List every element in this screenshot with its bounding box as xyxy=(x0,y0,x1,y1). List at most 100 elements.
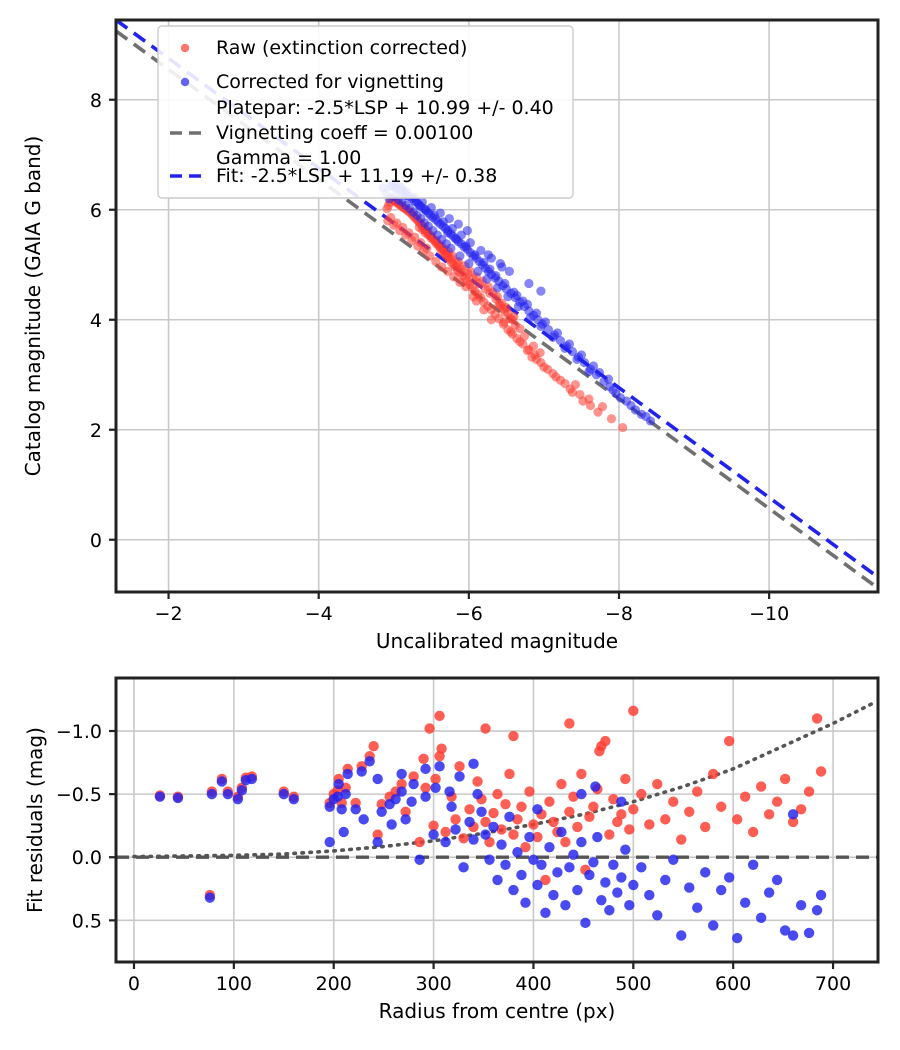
data-point xyxy=(382,204,392,214)
axes-fit-residuals: 0 100 200 300 400 500 600 700 0.5 0.0 −0.5 −1.0 Radi… xyxy=(23,676,880,1023)
data-point xyxy=(755,912,767,924)
data-point xyxy=(739,897,751,908)
data-point xyxy=(803,927,815,939)
data-point xyxy=(172,792,184,804)
data-point xyxy=(787,816,799,828)
data-point xyxy=(616,796,627,807)
data-point xyxy=(506,327,516,337)
data-point xyxy=(420,782,431,794)
data-point xyxy=(524,278,534,289)
data-point xyxy=(588,801,599,812)
data-point xyxy=(652,778,663,790)
data-point xyxy=(449,272,459,282)
data-point xyxy=(747,826,759,838)
data-point xyxy=(504,266,514,276)
legend-entry[interactable]: Raw (extinction corrected) xyxy=(180,37,468,59)
data-point xyxy=(576,768,587,780)
data-point xyxy=(612,887,623,898)
data-point xyxy=(426,202,436,213)
data-point xyxy=(454,761,465,772)
x-tick-label: −10 xyxy=(749,603,789,625)
data-point xyxy=(524,831,535,843)
data-point xyxy=(458,862,469,873)
data-point xyxy=(522,345,533,356)
data-point xyxy=(483,282,493,292)
data-point xyxy=(414,836,425,848)
data-point xyxy=(815,766,827,777)
data-point xyxy=(500,799,511,810)
data-point xyxy=(400,806,411,817)
data-point xyxy=(724,872,735,883)
data-point xyxy=(333,778,344,790)
data-point xyxy=(564,718,575,729)
data-point xyxy=(532,879,543,891)
data-point xyxy=(700,821,711,833)
data-point xyxy=(480,816,491,828)
data-point xyxy=(420,763,431,775)
data-point xyxy=(500,278,510,289)
data-point xyxy=(336,804,347,815)
data-point xyxy=(420,791,431,802)
data-point xyxy=(676,930,687,941)
data-point xyxy=(588,857,599,868)
data-point xyxy=(492,788,503,800)
data-point xyxy=(520,897,531,908)
data-point xyxy=(288,793,299,805)
data-point xyxy=(414,854,425,865)
data-point xyxy=(539,362,549,372)
data-point xyxy=(668,796,679,807)
data-point xyxy=(450,824,461,835)
line-vignetting-curve xyxy=(132,701,875,859)
data-point xyxy=(408,771,419,782)
data-point xyxy=(232,793,244,805)
data-point xyxy=(372,829,383,840)
data-point xyxy=(620,844,631,855)
data-point xyxy=(495,259,505,269)
data-point xyxy=(811,905,823,916)
data-point xyxy=(600,877,611,888)
data-point xyxy=(465,266,475,276)
data-point xyxy=(376,806,387,817)
data-point xyxy=(556,778,567,790)
data-point xyxy=(454,771,465,782)
data-point xyxy=(431,256,441,267)
data-point xyxy=(527,352,537,362)
data-point xyxy=(508,884,519,896)
data-point xyxy=(531,308,542,318)
data-point xyxy=(524,786,535,797)
data-point xyxy=(522,299,533,309)
data-point xyxy=(496,839,507,850)
data-point xyxy=(516,801,527,812)
data-point xyxy=(585,400,596,411)
legend-entry[interactable]: Platepar: -2.5*LSP + 10.99 +/- 0.40 Vigne… xyxy=(170,97,554,169)
data-point xyxy=(342,768,353,780)
data-point xyxy=(206,788,218,800)
data-point xyxy=(471,296,481,306)
data-point xyxy=(515,337,525,347)
data-point xyxy=(358,814,369,825)
data-point xyxy=(154,791,166,802)
data-point xyxy=(739,791,751,802)
data-point xyxy=(676,834,687,845)
data-point xyxy=(572,884,583,896)
data-point xyxy=(488,821,499,833)
data-point xyxy=(508,829,519,840)
legend-entry[interactable]: Corrected for vignetting xyxy=(180,71,444,93)
data-point xyxy=(692,902,703,913)
data-point xyxy=(564,806,575,817)
data-point xyxy=(424,723,435,734)
data-point xyxy=(417,197,427,207)
x-tick-label: −4 xyxy=(305,603,333,625)
y-axis-label: Fit residuals (mag) xyxy=(23,727,47,913)
legend-entry[interactable]: Fit: -2.5*LSP + 11.19 +/- 0.38 xyxy=(170,165,497,187)
data-point xyxy=(624,900,635,911)
data-point xyxy=(453,219,463,229)
legend: Raw (extinction corrected) Corrected for … xyxy=(157,25,574,199)
data-point xyxy=(425,251,435,261)
data-point xyxy=(570,380,581,390)
data-point xyxy=(479,257,489,268)
data-point xyxy=(763,887,775,898)
data-point xyxy=(472,776,483,787)
data-point xyxy=(579,358,590,368)
data-point xyxy=(576,836,587,848)
